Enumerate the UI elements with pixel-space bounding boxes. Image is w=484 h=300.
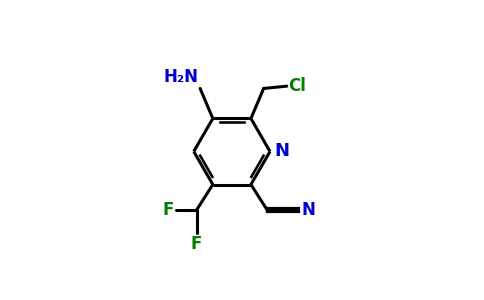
Text: F: F xyxy=(191,235,202,253)
Text: Cl: Cl xyxy=(288,77,306,95)
Text: F: F xyxy=(163,201,174,219)
Text: N: N xyxy=(302,201,315,219)
Text: N: N xyxy=(274,142,289,160)
Text: H₂N: H₂N xyxy=(163,68,198,86)
